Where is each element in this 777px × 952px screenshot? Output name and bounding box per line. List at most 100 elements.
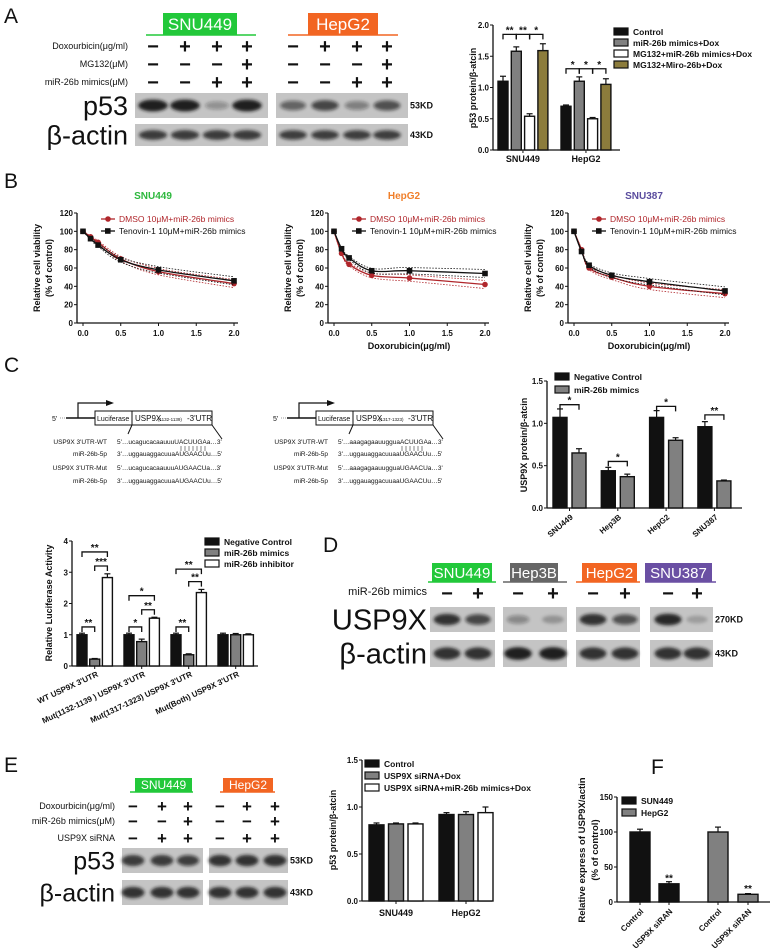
bar	[88, 658, 101, 667]
legend-swatch	[204, 537, 220, 546]
data-point	[368, 272, 375, 279]
cell-line-label: Hep3B	[511, 565, 557, 582]
category-label: Control	[619, 907, 645, 933]
sequence-text: 5'…aaagagaauugguaUGAACUa…3'	[338, 465, 443, 472]
y-tick-label: 1.5	[532, 377, 544, 386]
molecular-weight-label: 53KD	[290, 856, 314, 866]
category-label: HepG2	[571, 154, 600, 164]
minus-sign: −	[215, 797, 225, 816]
sequence-text: 5'…aaagagaauugguaACUUGAa…3'	[338, 439, 443, 446]
bar	[600, 470, 616, 509]
legend-label: miR-26b inhibitor	[224, 559, 295, 569]
five-prime-label: 5'	[273, 416, 278, 423]
y-tick-label: 0	[64, 662, 69, 671]
data-point	[406, 275, 413, 281]
cell-line-label: SNU449	[168, 15, 232, 34]
data-point	[80, 228, 86, 235]
data-point	[338, 245, 345, 252]
chart-title: SNU387	[625, 191, 663, 202]
protein-label: USP9X	[332, 605, 427, 637]
significance-bracket	[704, 414, 725, 420]
x-tick-label: 1.5	[191, 329, 203, 338]
protein-band	[465, 614, 491, 625]
data-point	[95, 242, 101, 248]
bar	[571, 452, 587, 509]
significance-bracket	[81, 551, 109, 557]
significance-marker: **	[711, 406, 719, 417]
data-point	[406, 267, 413, 274]
significance-marker: *	[584, 60, 588, 71]
treatment-row-label: miR-26b mimics(μM)	[45, 77, 128, 87]
cell-line-label: SNU387	[650, 565, 707, 582]
sequence-label: miR-26b-5p	[294, 478, 328, 485]
sequence-text: 3'…uggauaggacuuaaUGAACUu…5'	[338, 451, 442, 458]
bar	[629, 831, 651, 903]
legend-swatch	[621, 796, 637, 805]
plus-sign: +	[179, 36, 191, 58]
legend-swatch	[613, 49, 629, 58]
y-tick-label: 1.0	[532, 419, 544, 428]
protein-band	[263, 854, 287, 867]
chart-title: SNU449	[134, 191, 172, 202]
legend-swatch	[204, 548, 220, 557]
plus-sign: +	[691, 583, 703, 605]
plus-sign: +	[547, 583, 559, 605]
minus-sign: −	[242, 812, 252, 831]
group-label-box	[163, 13, 237, 35]
significance-marker: **	[91, 543, 99, 554]
significance-bracket	[94, 565, 109, 571]
bar	[600, 83, 612, 151]
protein-band	[686, 615, 708, 624]
data-point	[346, 255, 352, 261]
protein-band	[539, 647, 567, 660]
protein-band	[654, 647, 682, 660]
y-tick-label: 0	[560, 319, 565, 328]
bar	[537, 49, 549, 151]
chart-title: HepG2	[388, 191, 421, 202]
utr-suffix-label: -3'UTR	[408, 414, 433, 423]
protein-band	[150, 886, 174, 899]
legend-swatch	[613, 38, 629, 47]
legend-label: SUN449	[641, 796, 673, 806]
significance-bracket	[188, 580, 203, 587]
bar	[648, 416, 665, 509]
bar	[457, 813, 475, 902]
bar	[658, 883, 680, 903]
x-tick-label: 2.0	[479, 329, 491, 338]
minus-sign: −	[147, 54, 159, 76]
bar	[716, 480, 732, 509]
significance-bracket	[141, 609, 156, 615]
protein-band	[150, 855, 174, 866]
data-point	[331, 228, 337, 235]
legend-marker	[596, 228, 602, 234]
y-axis-label: Relative cell viability	[283, 224, 293, 312]
minus-sign: −	[147, 72, 159, 94]
bar	[477, 811, 494, 902]
y-axis-label: (% of control)	[535, 239, 545, 297]
protein-band	[170, 99, 200, 112]
plus-sign: +	[241, 54, 253, 76]
binding-site-line	[348, 424, 354, 435]
protein-band	[280, 100, 306, 111]
panel-letter-d: D	[323, 534, 338, 557]
legend-swatch	[621, 808, 637, 817]
data-point	[117, 256, 124, 263]
legend-marker	[596, 216, 602, 222]
confidence-band	[82, 230, 235, 280]
plus-sign: +	[351, 36, 363, 58]
y-tick-label: 20	[555, 301, 564, 310]
legend-label: Tenovin-1 10μM+miR-26b mimics	[119, 226, 246, 236]
bar	[217, 634, 229, 667]
plus-sign: +	[157, 829, 167, 848]
x-tick-label: 1.0	[644, 329, 656, 338]
y-tick-label: 40	[555, 282, 564, 291]
y-tick-label: 40	[64, 282, 73, 291]
y-tick-label: 50	[604, 863, 613, 872]
minus-sign: −	[319, 54, 331, 76]
protein-band	[654, 613, 682, 626]
y-tick-label: 60	[555, 264, 564, 273]
molecular-weight-label: 270KD	[715, 615, 744, 625]
bar	[586, 118, 599, 151]
protein-band	[579, 647, 607, 660]
utr-suffix-label: -3'UTR	[187, 414, 212, 423]
